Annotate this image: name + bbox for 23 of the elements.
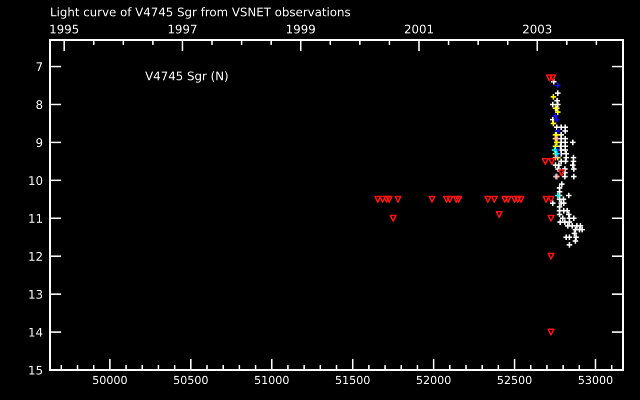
x2-tick-label: 1997 — [168, 24, 196, 34]
x2-tick-label: 2001 — [404, 24, 433, 34]
x2-tick-label: 2003 — [523, 24, 552, 34]
y-tick-label: 7 — [36, 62, 42, 72]
x-tick-label: 51500 — [336, 376, 370, 384]
annotation: V4745 Sgr (N) — [145, 71, 228, 83]
y-tick-label: 11 — [29, 214, 42, 223]
x-tick-label: 52000 — [416, 376, 451, 384]
y-tick-label: 15 — [29, 366, 42, 375]
x-tick-label: 53000 — [578, 376, 612, 384]
y-tick-label: 14 — [29, 328, 42, 337]
chart-title: Light curve of V4745 Sgr from VSNET observations — [51, 7, 350, 19]
x-tick-label: 50000 — [93, 376, 127, 384]
y-tick-label: 10 — [29, 176, 42, 185]
y-tick-label: 9 — [36, 138, 42, 148]
x-tick-label: 52500 — [498, 376, 532, 384]
x2-tick-label: 1999 — [287, 24, 315, 34]
x2-tick-label: 1995 — [50, 24, 78, 34]
x-tick-label: 51000 — [254, 376, 289, 384]
y-tick-label: 12 — [29, 252, 42, 261]
x-tick-label: 50500 — [174, 376, 208, 384]
y-tick-label: 13 — [29, 290, 42, 299]
y-tick-label: 8 — [36, 100, 42, 110]
